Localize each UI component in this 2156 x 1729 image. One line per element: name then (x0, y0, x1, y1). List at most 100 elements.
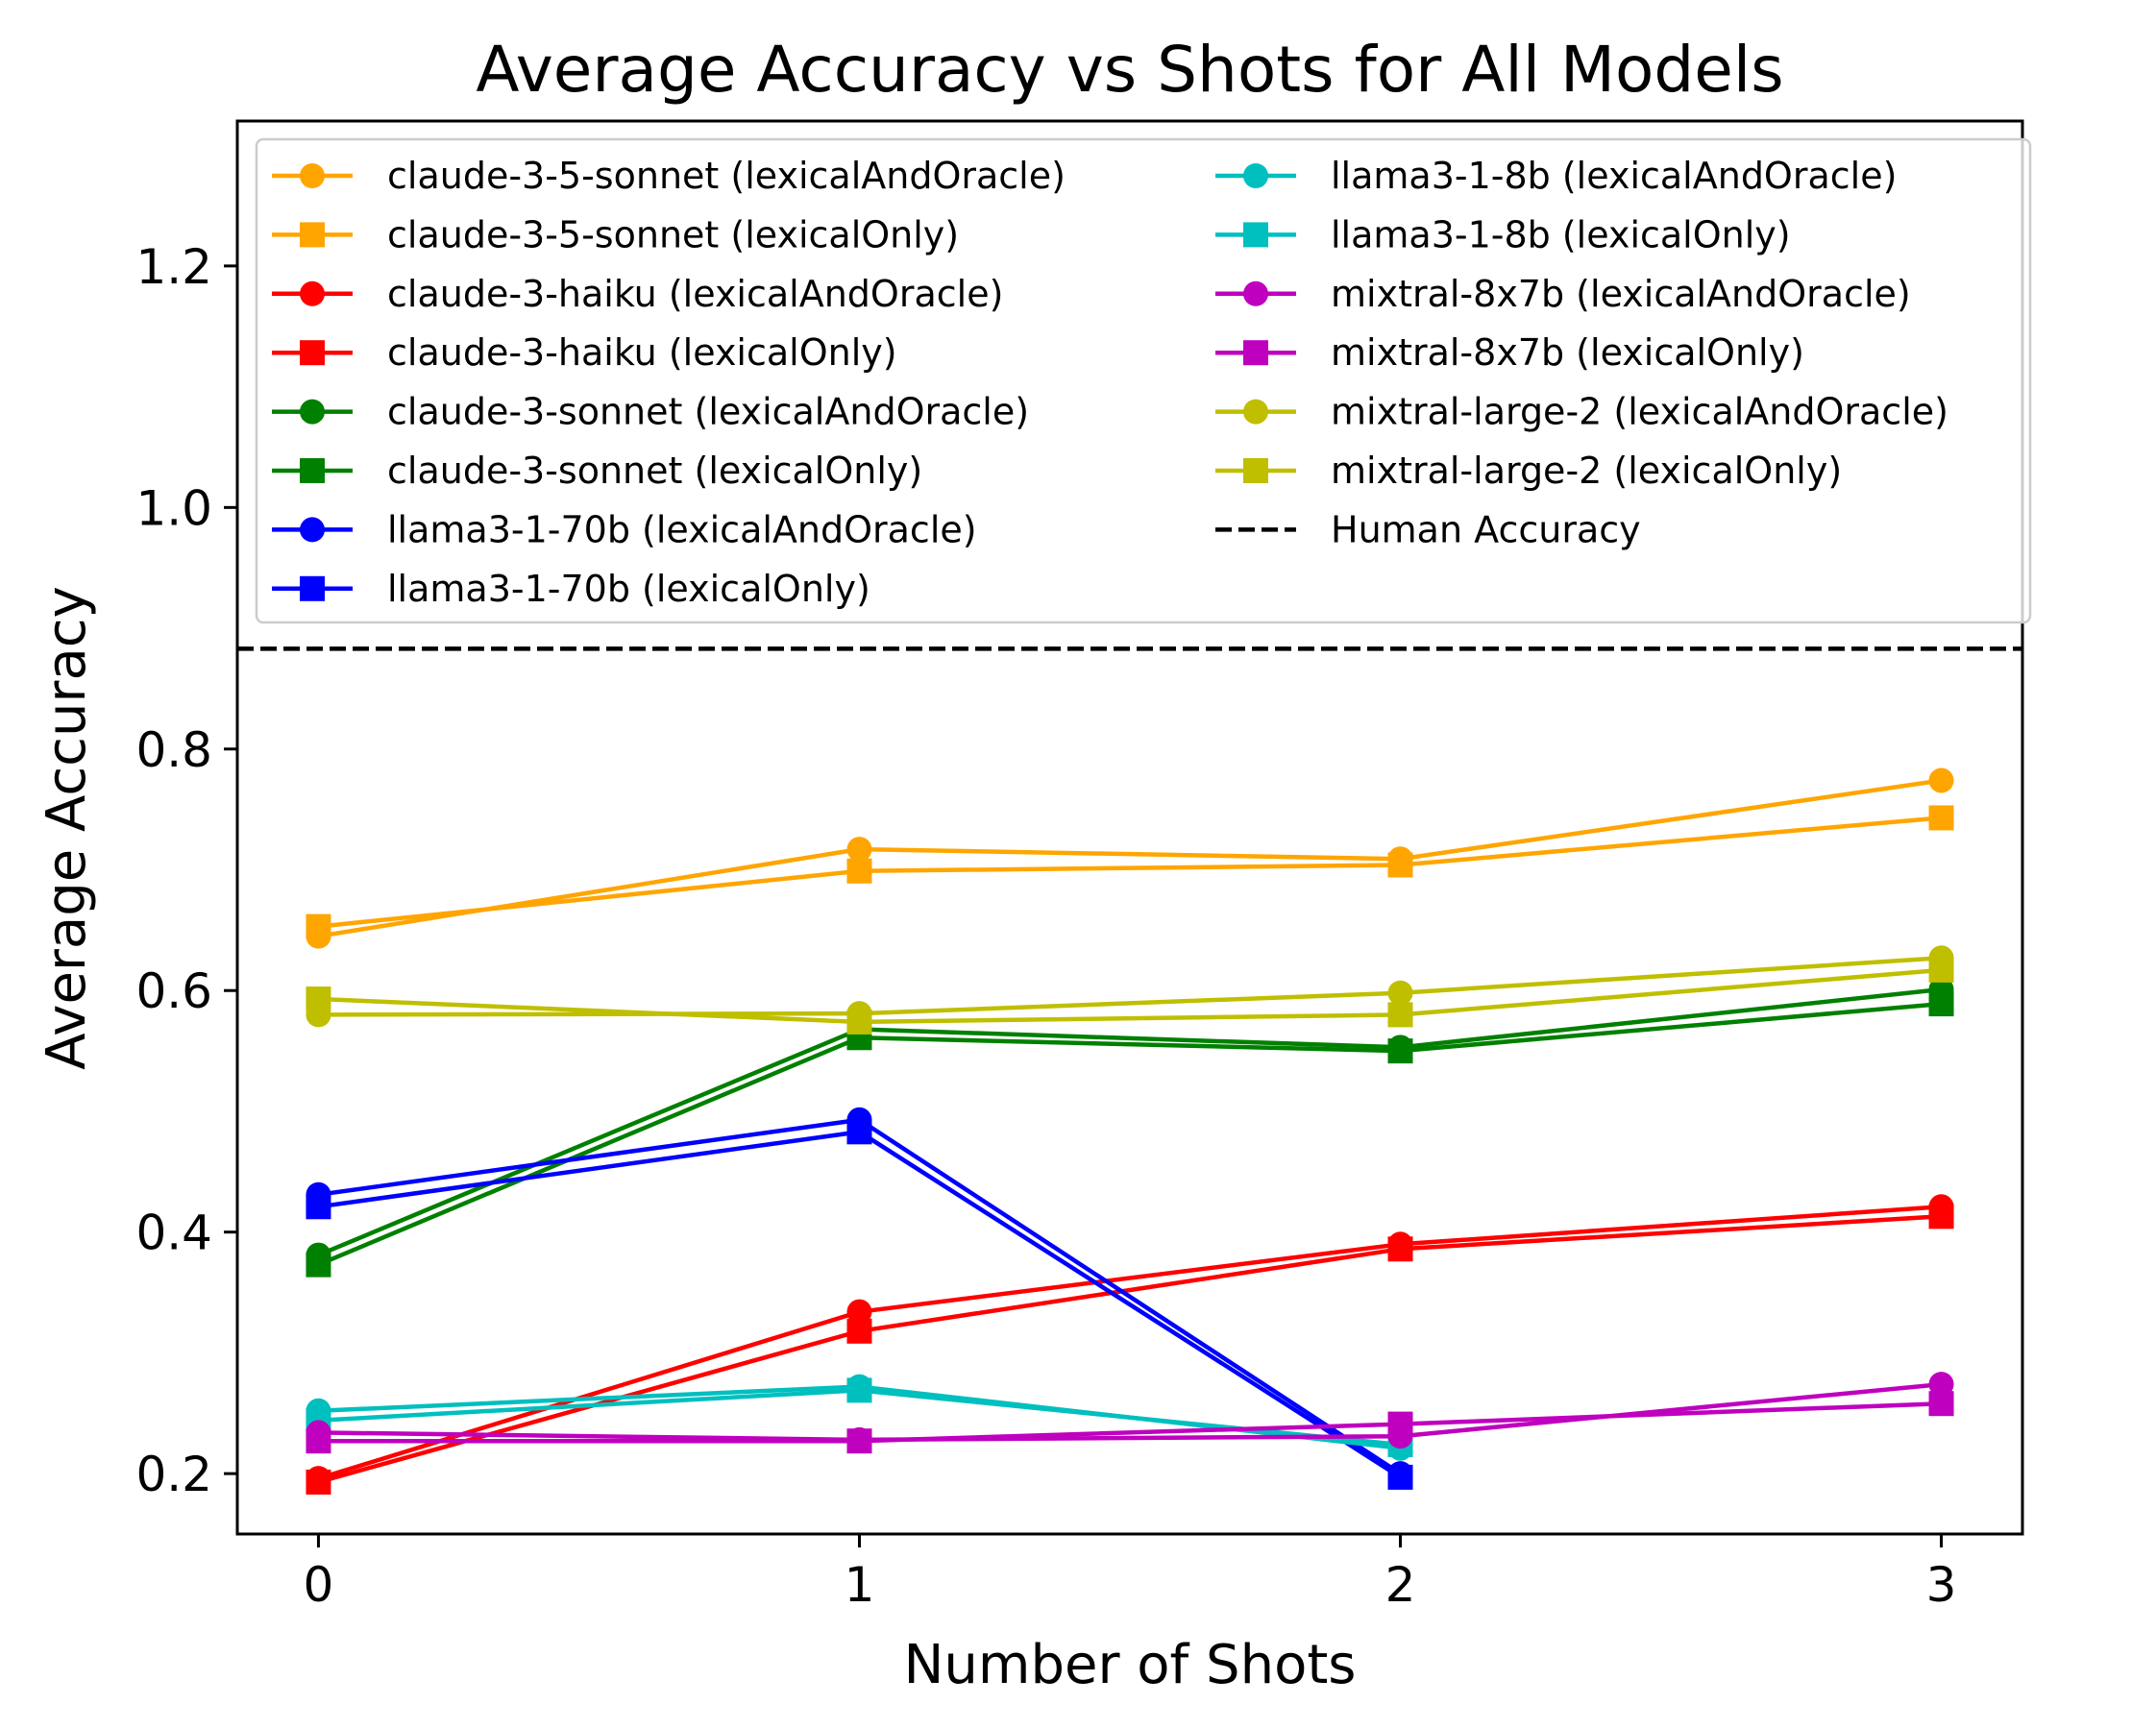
legend-item-llama3-1-70b-lexicalonly: llama3-1-70b (lexicalOnly) (272, 568, 870, 610)
legend-item-llama3-1-8b-lexicalonly: llama3-1-8b (lexicalOnly) (1215, 213, 1791, 256)
data-point-mixtral-large-2-lexicalonly-2 (1387, 1002, 1413, 1028)
legend-item-llama3-1-8b-lexicalandoracle: llama3-1-8b (lexicalAndOracle) (1215, 155, 1897, 197)
data-point-claude-3-haiku-lexicalonly-1 (846, 1318, 872, 1344)
series-claude-3-5-sonnet-lexicalonly (306, 805, 1954, 939)
legend-swatch-marker (1243, 222, 1268, 248)
data-point-claude-3-sonnet-lexicalonly-3 (1928, 991, 1954, 1017)
series-line-claude-3-5-sonnet-lexicalandoracle (318, 778, 1942, 938)
legend-label: claude-3-haiku (lexicalOnly) (387, 331, 897, 374)
data-point-claude-3-5-sonnet-lexicalonly-3 (1928, 805, 1954, 831)
data-point-mixtral-8x7b-lexicalonly-0 (306, 1428, 331, 1454)
x-tick-label: 3 (1926, 1557, 1957, 1613)
legend-item-claude-3-5-sonnet-lexicalandoracle: claude-3-5-sonnet (lexicalAndOracle) (272, 155, 1066, 197)
data-point-claude-3-haiku-lexicalonly-0 (306, 1469, 331, 1495)
data-point-llama3-1-70b-lexicalonly-1 (846, 1119, 872, 1145)
series-llama3-1-70b-lexicalonly (306, 1119, 1413, 1490)
series-line-mixtral-8x7b-lexicalonly (318, 1400, 1942, 1444)
data-point-llama3-1-70b-lexicalonly-0 (306, 1194, 331, 1220)
legend-label: llama3-1-8b (lexicalAndOracle) (1331, 155, 1897, 197)
y-axis-label: Average Accuracy (36, 586, 98, 1069)
legend-swatch-marker (1243, 399, 1268, 425)
legend-label: mixtral-8x7b (lexicalAndOracle) (1331, 273, 1911, 315)
y-tick-label: 0.6 (135, 963, 212, 1019)
legend-label: claude-3-5-sonnet (lexicalOnly) (387, 213, 959, 256)
y-tick-label: 1.0 (135, 480, 212, 536)
series-line-mixtral-8x7b-lexicalandoracle (318, 1381, 1942, 1443)
data-point-mixtral-8x7b-lexicalonly-3 (1928, 1391, 1954, 1417)
x-tick-label: 2 (1385, 1557, 1416, 1613)
legend-label: llama3-1-8b (lexicalOnly) (1331, 213, 1791, 256)
legend-label: claude-3-sonnet (lexicalOnly) (387, 450, 922, 492)
data-point-claude-3-5-sonnet-lexicalonly-1 (846, 858, 872, 884)
legend-swatch-marker (300, 163, 325, 188)
series-mixtral-large-2-lexicalonly (306, 957, 1954, 1035)
legend-swatch-marker (300, 340, 325, 366)
axis-ticks: 0 1 2 3 0.2 0.4 0.6 0.8 1.0 1.2 (135, 239, 1956, 1613)
legend: claude-3-5-sonnet (lexicalAndOracle) clau… (255, 137, 2032, 624)
series-line-claude-3-sonnet-lexicalonly (317, 1001, 1942, 1267)
data-point-claude-3-haiku-lexicalonly-3 (1928, 1204, 1954, 1230)
legend-item-claude-3-sonnet-lexicalandoracle: claude-3-sonnet (lexicalAndOracle) (272, 391, 1029, 433)
legend-item-mixtral-large-2-lexicalonly: mixtral-large-2 (lexicalOnly) (1215, 450, 1842, 492)
y-tick-label: 0.4 (135, 1205, 212, 1261)
legend-label: claude-3-haiku (lexicalAndOracle) (387, 273, 1003, 315)
data-point-claude-3-5-sonnet-lexicalonly-0 (306, 913, 331, 939)
data-point-llama3-1-70b-lexicalonly-2 (1387, 1464, 1413, 1490)
y-tick-label: 0.2 (135, 1447, 212, 1502)
x-tick-label: 1 (845, 1557, 875, 1613)
y-tick-label: 0.8 (135, 722, 212, 778)
legend-item-claude-3-haiku-lexicalonly: claude-3-haiku (lexicalOnly) (272, 331, 897, 374)
legend-label: mixtral-large-2 (lexicalOnly) (1331, 450, 1842, 492)
series-line-claude-3-haiku-lexicalandoracle (317, 1205, 1942, 1481)
legend-swatch-marker (1243, 163, 1268, 188)
x-tick-label: 0 (304, 1557, 334, 1613)
series-line-claude-3-5-sonnet-lexicalonly (318, 816, 1942, 929)
legend-item-mixtral-large-2-lexicalandoracle: mixtral-large-2 (lexicalAndOracle) (1215, 391, 1948, 433)
data-point-claude-3-haiku-lexicalandoracle-1 (846, 1299, 872, 1325)
data-point-claude-3-sonnet-lexicalonly-2 (1387, 1038, 1413, 1064)
legend-item-human-accuracy: Human Accuracy (1215, 508, 1641, 550)
legend-label: mixtral-8x7b (lexicalOnly) (1331, 331, 1804, 374)
series-line-claude-3-sonnet-lexicalandoracle (317, 986, 1942, 1257)
x-axis-label: Number of Shots (904, 1634, 1357, 1696)
legend-box (255, 137, 2032, 624)
plot-frame (235, 119, 2024, 1536)
data-point-claude-3-5-sonnet-lexicalandoracle-3 (1928, 767, 1954, 793)
legend-item-claude-3-haiku-lexicalandoracle: claude-3-haiku (lexicalAndOracle) (272, 273, 1003, 315)
series-line-mixtral-large-2-lexicalonly (318, 967, 1942, 1025)
data-point-mixtral-large-2-lexicalandoracle-2 (1387, 980, 1413, 1006)
data-point-claude-3-5-sonnet-lexicalandoracle-1 (846, 837, 872, 863)
data-point-mixtral-8x7b-lexicalonly-1 (846, 1428, 872, 1454)
legend-swatch-marker (1243, 280, 1268, 306)
data-point-mixtral-large-2-lexicalonly-1 (846, 1009, 872, 1035)
series-line-mixtral-large-2-lexicalandoracle (318, 956, 1942, 1017)
legend-item-claude-3-5-sonnet-lexicalonly: claude-3-5-sonnet (lexicalOnly) (272, 213, 959, 256)
y-tick-label: 1.2 (135, 239, 212, 295)
legend-swatch-marker (300, 399, 325, 425)
legend-swatch-marker (300, 222, 325, 248)
legend-swatch-marker (1243, 340, 1268, 366)
data-point-mixtral-large-2-lexicalonly-0 (306, 986, 331, 1012)
legend-swatch-marker (1243, 458, 1268, 483)
data-point-llama3-1-8b-lexicalonly-1 (846, 1377, 872, 1403)
legend-item-llama3-1-70b-lexicalandoracle: llama3-1-70b (lexicalAndOracle) (272, 508, 977, 550)
legend-label: claude-3-5-sonnet (lexicalAndOracle) (387, 155, 1066, 197)
legend-swatch-marker (300, 575, 325, 601)
legend-label: llama3-1-70b (lexicalAndOracle) (387, 508, 977, 550)
series-mixtral-8x7b-lexicalonly (306, 1391, 1954, 1454)
legend-item-mixtral-8x7b-lexicalonly: mixtral-8x7b (lexicalOnly) (1215, 331, 1804, 374)
legend-label: mixtral-large-2 (lexicalAndOracle) (1331, 391, 1948, 433)
chart-title: Average Accuracy vs Shots for All Models (476, 33, 1783, 107)
data-point-mixtral-large-2-lexicalonly-3 (1928, 957, 1954, 983)
data-point-mixtral-8x7b-lexicalonly-2 (1387, 1411, 1413, 1437)
legend-label: claude-3-sonnet (lexicalAndOracle) (387, 391, 1029, 433)
legend-label: llama3-1-70b (lexicalOnly) (387, 568, 870, 610)
data-point-mixtral-8x7b-lexicalandoracle-3 (1928, 1372, 1954, 1398)
data-point-claude-3-5-sonnet-lexicalonly-2 (1387, 852, 1413, 878)
legend-swatch-marker (300, 458, 325, 483)
legend-swatch-marker (300, 517, 325, 543)
plot-area (237, 646, 2022, 1495)
legend-swatch-marker (300, 280, 325, 306)
legend-item-claude-3-sonnet-lexicalonly: claude-3-sonnet (lexicalOnly) (272, 450, 922, 492)
